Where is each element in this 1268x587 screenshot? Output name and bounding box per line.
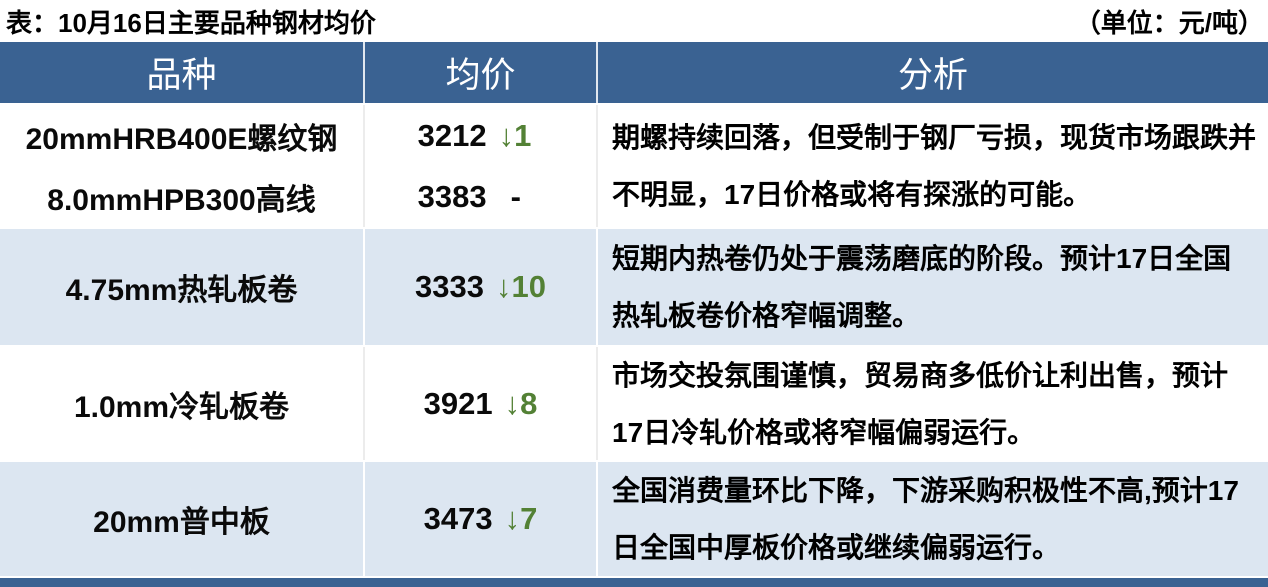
price-line: 3212 ↓1 (418, 118, 544, 154)
price-value: 3473 (423, 501, 493, 536)
price-cell: 3333 ↓10 (365, 229, 598, 345)
table-row: 20mmHRB400E螺纹钢 8.0mmHPB300高线 3212 ↓1 3383… (0, 103, 1268, 227)
variety-cell: 1.0mm冷轧板卷 (0, 347, 365, 460)
price-line: 3333 ↓10 (415, 269, 546, 305)
analysis-cell: 市场交投氛围谨慎，贸易商多低价让利出售，预计17日冷轧价格或将窄幅偏弱运行。 (598, 347, 1268, 460)
price-change-down: ↓1 (498, 117, 532, 153)
price-cell: 3921 ↓8 (365, 347, 598, 460)
table-row: 4.75mm热轧板卷 3333 ↓10 短期内热卷仍处于震荡磨底的阶段。预计17日… (0, 227, 1268, 345)
price-group: 3473 ↓7 (424, 462, 538, 576)
column-header-analysis: 分析 (897, 56, 968, 95)
price-line: 3921 ↓8 (424, 386, 538, 422)
analysis-cell: 期螺持续回落，但受制于钢厂亏损，现货市场跟跌并不明显，17日价格或将有探涨的可能… (598, 105, 1268, 227)
price-value: 3333 (415, 269, 484, 304)
analysis-text: 全国消费量环比下降，下游采购积极性不高,预计17日全国中厚板价格或继续偏弱运行。 (612, 475, 1239, 563)
analysis-text: 市场交投氛围谨慎，贸易商多低价让利出售，预计17日冷轧价格或将窄幅偏弱运行。 (612, 359, 1229, 448)
table-bottom-border (0, 576, 1268, 587)
price-group: 3921 ↓8 (424, 347, 538, 460)
product-name: 8.0mmHPB300高线 (47, 183, 316, 217)
price-value: 3212 (417, 117, 487, 153)
price-value: 3383 (417, 178, 487, 214)
unit-note: （单位：元/吨） (1074, 7, 1264, 38)
analysis-text: 短期内热卷仍处于震荡磨底的阶段。预计17日全国热轧板卷价格窄幅调整。 (612, 243, 1232, 331)
price-group: 3212 ↓1 3383- (418, 105, 544, 227)
price-line: 3383- (418, 179, 521, 215)
price-change-down: ↓8 (504, 385, 538, 421)
page-title: 表：10月16日主要品种钢材均价 (6, 7, 376, 38)
price-cell: 3212 ↓1 3383- (365, 105, 598, 227)
price-change-down: ↓7 (504, 501, 538, 536)
variety-cell: 4.75mm热轧板卷 (0, 229, 365, 345)
table-row: 20mm普中板 3473 ↓7 全国消费量环比下降，下游采购积极性不高,预计17日… (0, 460, 1268, 576)
title-bar: 表：10月16日主要品种钢材均价 （单位：元/吨） (0, 0, 1268, 42)
analysis-text: 期螺持续回落，但受制于钢厂亏损，现货市场跟跌并不明显，17日价格或将有探涨的可能… (612, 122, 1257, 210)
product-name: 20mmHRB400E螺纹钢 (25, 122, 338, 156)
table-header-row: 品种 均价 分析 (0, 42, 1268, 103)
price-change-down: ↓10 (495, 269, 546, 304)
price-cell: 3473 ↓7 (365, 462, 598, 576)
product-name: 1.0mm冷轧板卷 (73, 390, 290, 424)
analysis-cell: 短期内热卷仍处于震荡磨底的阶段。预计17日全国热轧板卷价格窄幅调整。 (598, 229, 1268, 345)
price-group: 3333 ↓10 (415, 229, 546, 345)
column-header-avg-price: 均价 (365, 42, 598, 103)
product-name: 20mm普中板 (93, 506, 270, 539)
price-table: 品种 均价 分析 20mmHRB400E螺纹钢 8.0mmHPB300高线 32… (0, 42, 1268, 587)
product-name: 4.75mm热轧板卷 (65, 274, 298, 307)
price-line: 3473 ↓7 (424, 501, 538, 537)
analysis-cell: 全国消费量环比下降，下游采购积极性不高,预计17日全国中厚板价格或继续偏弱运行。 (598, 462, 1268, 576)
variety-cell: 20mmHRB400E螺纹钢 8.0mmHPB300高线 (0, 105, 365, 227)
price-change-flat: - (510, 178, 521, 214)
price-value: 3921 (423, 385, 493, 421)
column-header-variety: 品种 (0, 42, 365, 103)
table-row: 1.0mm冷轧板卷 3921 ↓8 市场交投氛围谨慎，贸易商多低价让利出售，预计1… (0, 345, 1268, 460)
variety-cell: 20mm普中板 (0, 462, 365, 576)
